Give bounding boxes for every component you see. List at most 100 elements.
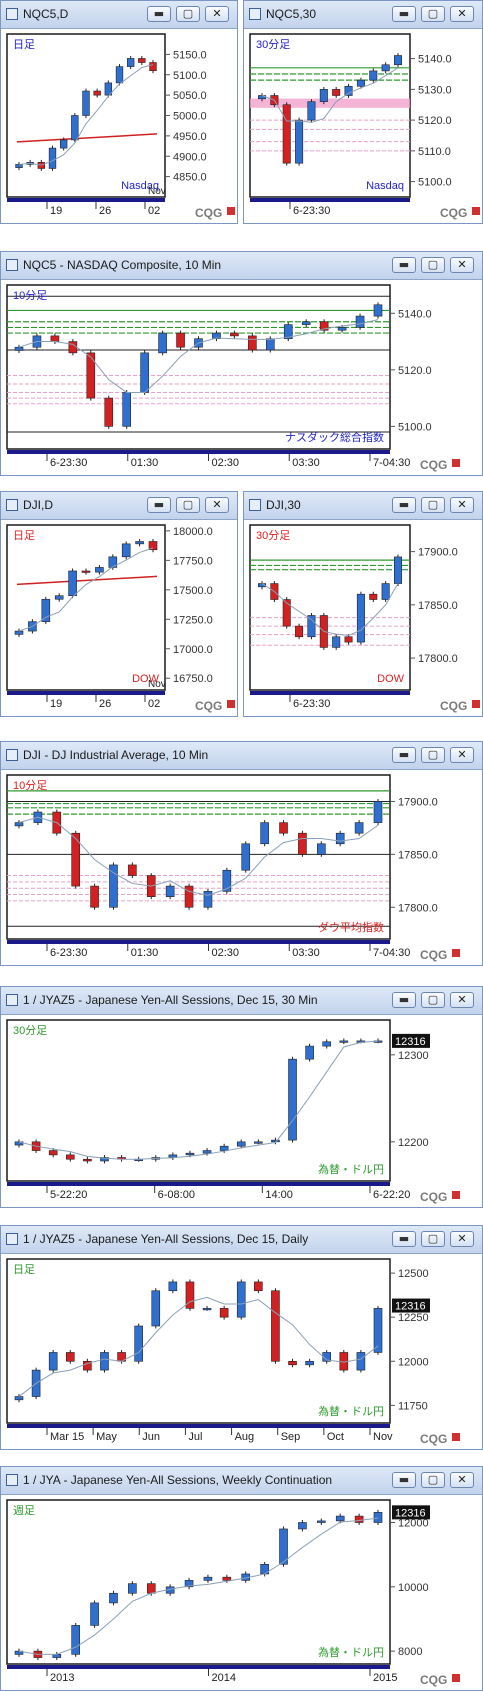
close-button[interactable]: ✕ bbox=[450, 6, 474, 22]
window-chart-icon bbox=[6, 499, 18, 511]
candle bbox=[14, 1396, 24, 1401]
restore-button[interactable]: ▢ bbox=[421, 497, 445, 513]
title-bar[interactable]: 1 / JYAZ5 - Japanese Yen-All Sessions, D… bbox=[1, 1226, 482, 1254]
close-button[interactable]: ✕ bbox=[450, 992, 474, 1008]
minimize-icon: ▬ bbox=[398, 1232, 410, 1245]
window-chart-icon bbox=[6, 1474, 18, 1486]
candle bbox=[202, 1308, 212, 1311]
close-button[interactable]: ✕ bbox=[450, 1231, 474, 1247]
candle bbox=[109, 1592, 118, 1604]
close-button[interactable]: ✕ bbox=[450, 1472, 474, 1488]
window-chart-icon bbox=[6, 259, 18, 271]
y-tick-label: 17850.0 bbox=[418, 600, 458, 612]
y-tick-label: 5050.0 bbox=[173, 90, 207, 102]
candle bbox=[298, 832, 307, 855]
moving-average-line bbox=[18, 319, 379, 393]
restore-button[interactable]: ▢ bbox=[421, 747, 445, 763]
title-bar[interactable]: NQC5,30 ▬ ▢ ✕ bbox=[244, 1, 482, 29]
candle bbox=[295, 119, 304, 164]
candle bbox=[319, 89, 328, 102]
restore-button[interactable]: ▢ bbox=[421, 1472, 445, 1488]
minimize-button[interactable]: ▬ bbox=[147, 6, 171, 22]
minimize-button[interactable]: ▬ bbox=[392, 257, 416, 273]
minimize-button[interactable]: ▬ bbox=[392, 1231, 416, 1247]
close-icon: ✕ bbox=[457, 498, 467, 511]
candle bbox=[14, 1650, 24, 1655]
x-tick-label: May bbox=[96, 1431, 117, 1443]
minimize-button[interactable]: ▬ bbox=[392, 497, 416, 513]
y-tick-label: 17750.0 bbox=[173, 555, 213, 567]
restore-button[interactable]: ▢ bbox=[421, 257, 445, 273]
candle bbox=[128, 864, 137, 876]
title-bar[interactable]: 1 / JYAZ5 - Japanese Yen-All Sessions, D… bbox=[1, 987, 482, 1015]
title-bar[interactable]: 1 / JYA - Japanese Yen-All Sessions, Wee… bbox=[1, 1467, 482, 1495]
restore-button[interactable]: ▢ bbox=[176, 497, 200, 513]
restore-button[interactable]: ▢ bbox=[421, 992, 445, 1008]
close-button[interactable]: ✕ bbox=[205, 497, 229, 513]
x-tick-label: 03:30 bbox=[292, 457, 320, 469]
close-icon: ✕ bbox=[212, 498, 222, 511]
close-button[interactable]: ✕ bbox=[450, 257, 474, 273]
title-bar[interactable]: DJI,D ▬ ▢ ✕ bbox=[1, 492, 237, 520]
cqg-logo-mark bbox=[472, 700, 480, 708]
candle bbox=[81, 570, 91, 573]
candle bbox=[135, 541, 144, 545]
candle bbox=[148, 541, 158, 551]
candle bbox=[65, 1352, 75, 1362]
minimize-icon: ▬ bbox=[398, 1473, 410, 1486]
minimize-button[interactable]: ▬ bbox=[392, 992, 416, 1008]
restore-button[interactable]: ▢ bbox=[421, 1231, 445, 1247]
candle bbox=[176, 332, 185, 348]
candle bbox=[104, 397, 114, 427]
close-button[interactable]: ✕ bbox=[205, 6, 229, 22]
candle bbox=[317, 1520, 326, 1523]
x-axis-strip bbox=[250, 691, 410, 695]
candle bbox=[212, 332, 221, 340]
restore-button[interactable]: ▢ bbox=[176, 6, 200, 22]
candle bbox=[265, 338, 275, 351]
x-tick-label: Mar 15 bbox=[50, 1431, 84, 1443]
candle bbox=[373, 304, 383, 317]
minimize-button[interactable]: ▬ bbox=[392, 6, 416, 22]
title-bar[interactable]: DJI - DJ Industrial Average, 10 Min ▬ ▢ ✕ bbox=[1, 742, 482, 770]
candle bbox=[393, 55, 403, 66]
cqg-logo-mark bbox=[227, 207, 235, 215]
minimize-button[interactable]: ▬ bbox=[392, 747, 416, 763]
candle bbox=[381, 583, 390, 600]
restore-icon: ▢ bbox=[427, 258, 439, 271]
minimize-button[interactable]: ▬ bbox=[147, 497, 171, 513]
y-tick-label: 17000.0 bbox=[173, 644, 213, 656]
x-axis-strip bbox=[7, 198, 165, 202]
close-button[interactable]: ✕ bbox=[450, 497, 474, 513]
candle bbox=[332, 89, 341, 96]
restore-icon: ▢ bbox=[427, 1473, 439, 1486]
candle bbox=[146, 1583, 156, 1594]
y-tick-label: 12250 bbox=[398, 1312, 429, 1324]
candle bbox=[322, 1041, 332, 1047]
candle bbox=[271, 1139, 280, 1143]
candle bbox=[241, 843, 251, 871]
candle bbox=[369, 593, 378, 600]
title-bar[interactable]: NQC5 - NASDAQ Composite, 10 Min ▬ ▢ ✕ bbox=[1, 252, 482, 280]
x-tick-label: Sep bbox=[281, 1431, 301, 1443]
cqg-logo: CQG bbox=[420, 458, 447, 472]
close-button[interactable]: ✕ bbox=[450, 747, 474, 763]
candle bbox=[236, 1141, 246, 1147]
candle bbox=[337, 327, 347, 331]
candle bbox=[83, 1360, 92, 1371]
cqg-logo-mark bbox=[452, 1191, 460, 1199]
restore-button[interactable]: ▢ bbox=[421, 6, 445, 22]
cqg-logo: CQG bbox=[420, 1673, 447, 1687]
close-icon: ✕ bbox=[457, 993, 467, 1006]
title-bar[interactable]: DJI,30 ▬ ▢ ✕ bbox=[244, 492, 482, 520]
x-tick-label: 2014 bbox=[212, 1672, 236, 1684]
minimize-button[interactable]: ▬ bbox=[392, 1472, 416, 1488]
chart-window-dji-10: DJI - DJ Industrial Average, 10 Min ▬ ▢ ✕ 17… bbox=[0, 741, 483, 966]
x-tick-label: Aug bbox=[235, 1431, 255, 1443]
chart-svg: 17900.0 17850.0 17800.0 30分足 DOW 6-23:30 CQG bbox=[249, 524, 480, 713]
y-tick-label: 5150.0 bbox=[173, 49, 207, 61]
candle bbox=[354, 1515, 364, 1523]
title-bar[interactable]: NQC5,D ▬ ▢ ✕ bbox=[1, 1, 237, 29]
candle bbox=[254, 1141, 263, 1144]
candle bbox=[356, 79, 365, 87]
